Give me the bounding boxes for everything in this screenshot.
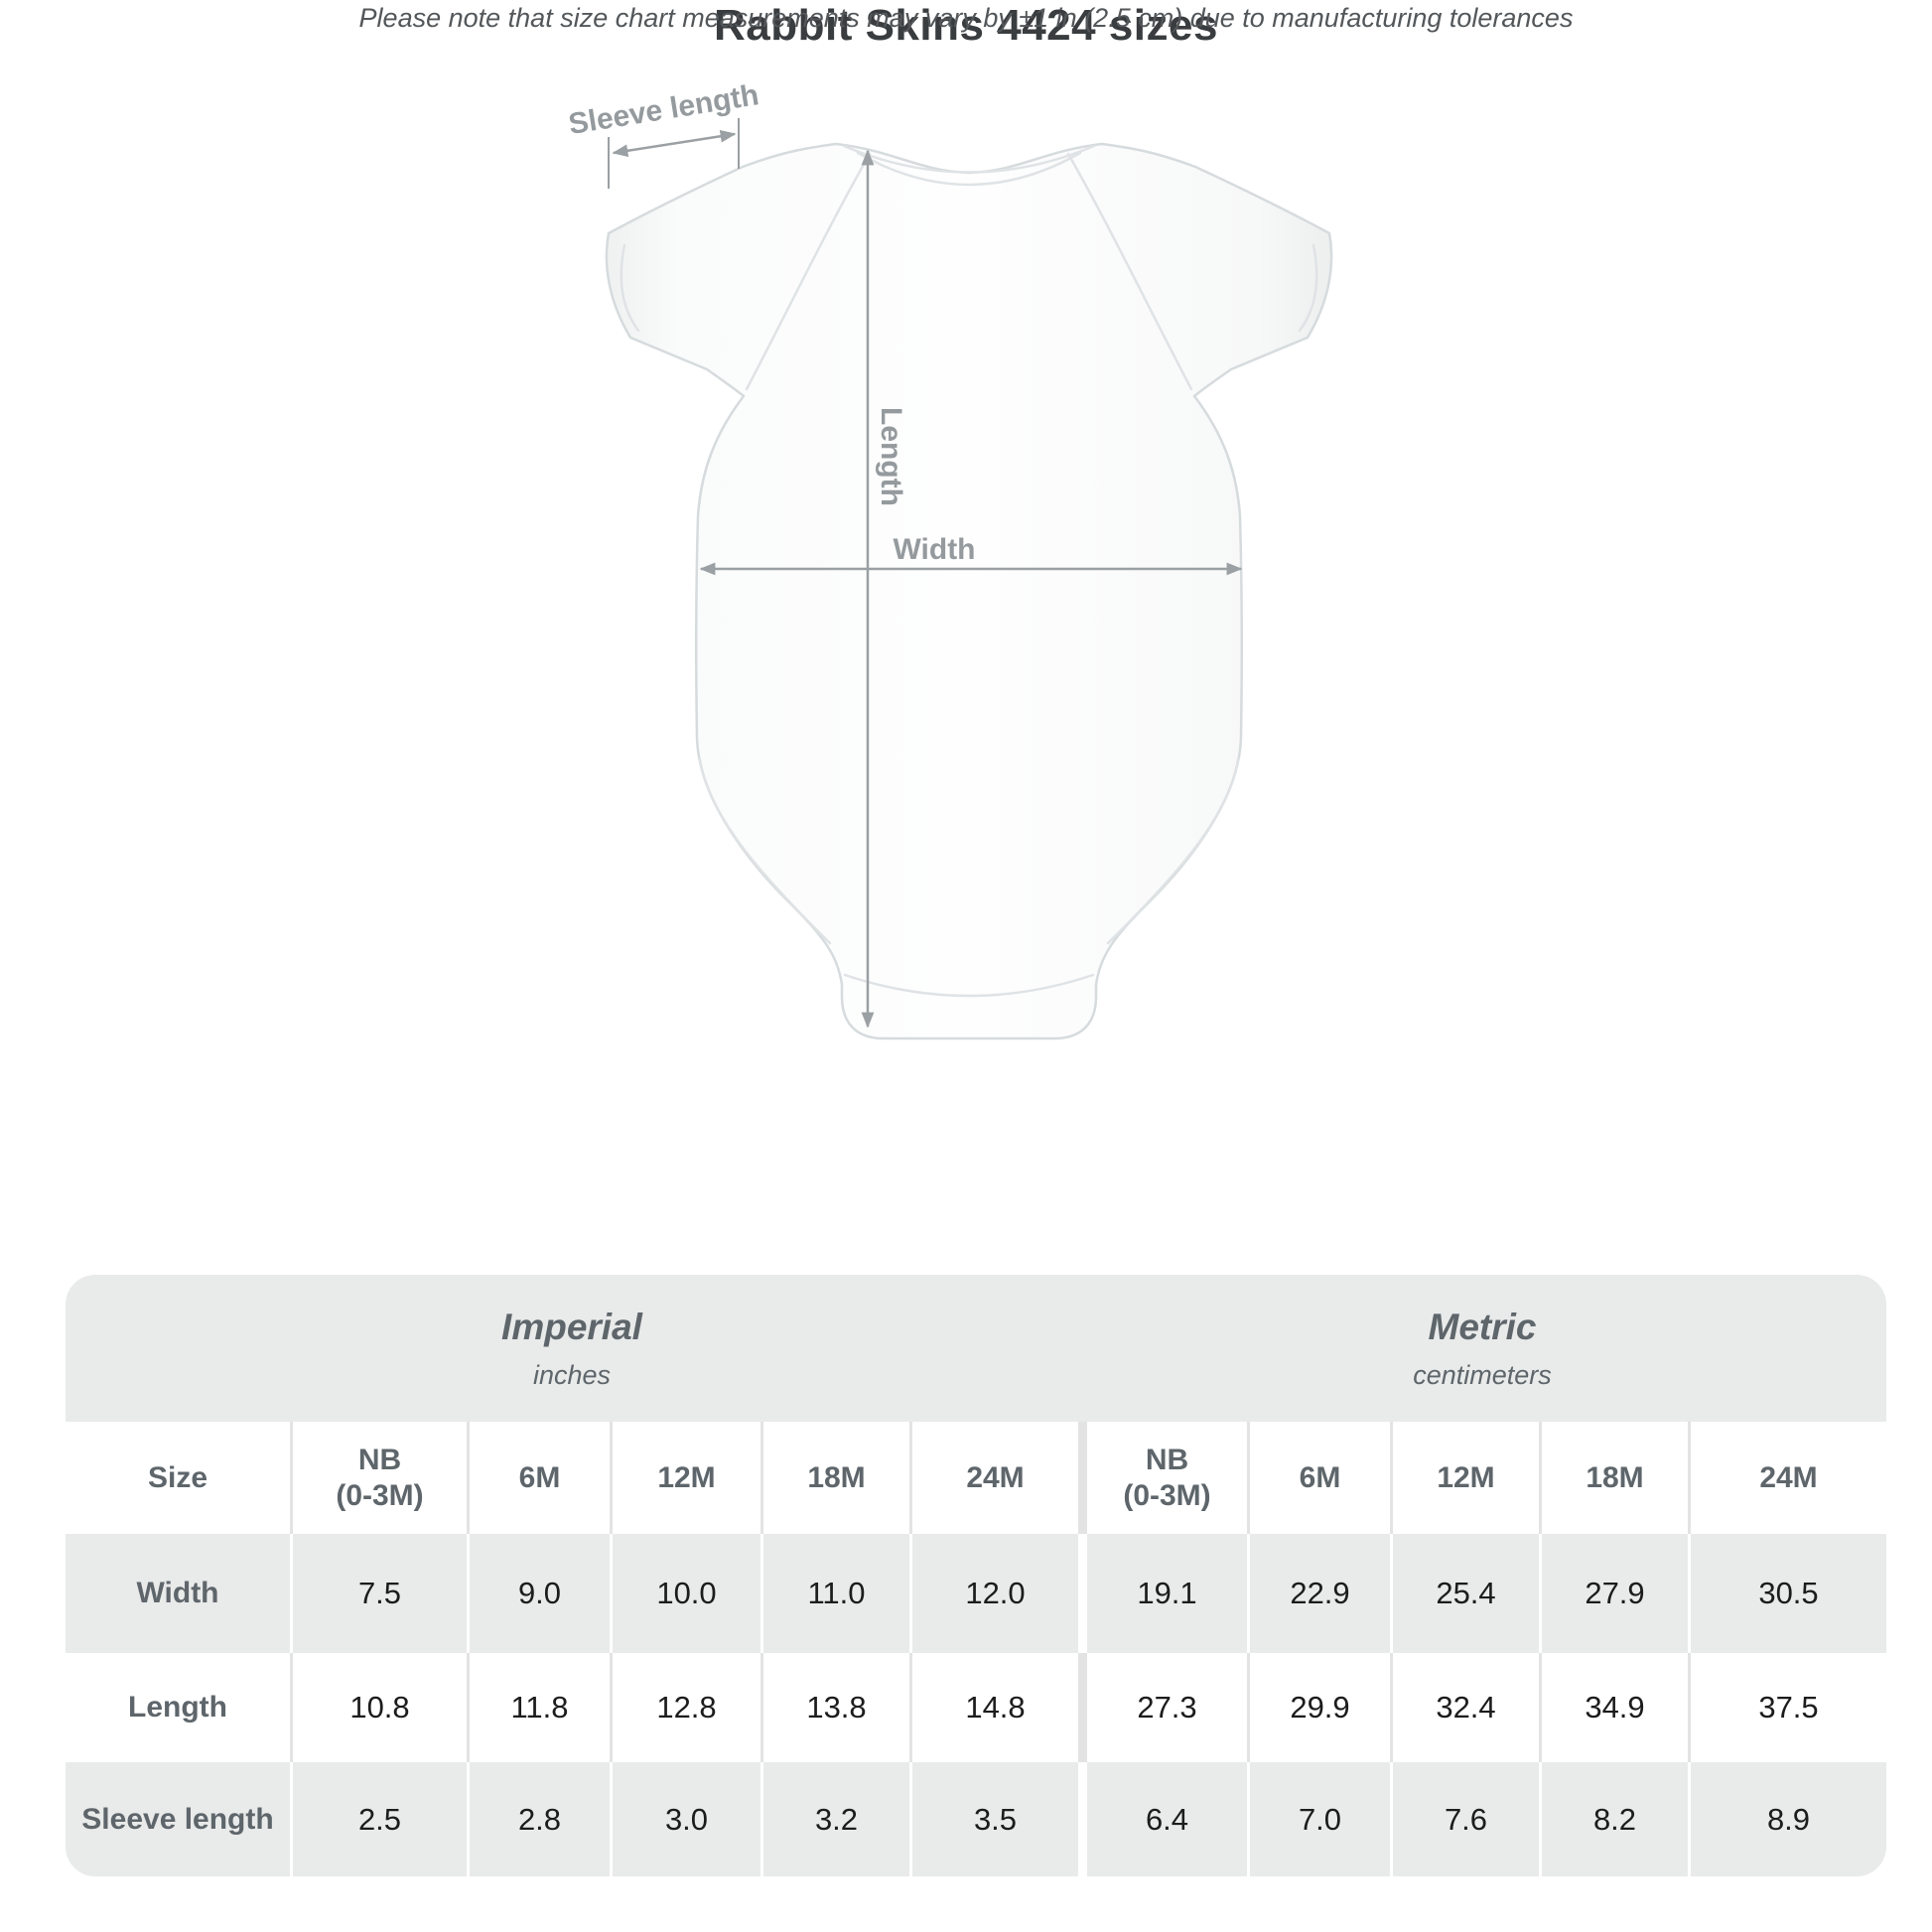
leg-binding-right <box>1106 758 1240 945</box>
value-cell: 14.8 <box>909 1653 1078 1762</box>
value-cell: 3.0 <box>610 1762 760 1876</box>
value-cell: 7.6 <box>1390 1762 1539 1876</box>
value-cell: 2.8 <box>467 1762 610 1876</box>
unit-group-unit: centimeters <box>1413 1359 1552 1390</box>
column-header-metric-24m: 24M <box>1688 1422 1886 1534</box>
value-cell: 8.9 <box>1688 1762 1886 1876</box>
value-cell: 27.9 <box>1539 1534 1688 1653</box>
page-title: Rabbit Skins 4424 sizes <box>714 1 1218 50</box>
value-cell: 8.2 <box>1539 1762 1688 1876</box>
unit-group-metric: Metric centimeters <box>1078 1275 1886 1422</box>
size-table: Imperial inches Metric centimeters Size … <box>66 1275 1886 1876</box>
lap-seam-left <box>745 152 872 391</box>
unit-group-imperial: Imperial inches <box>66 1275 1078 1422</box>
value-cell: 11.0 <box>760 1534 909 1653</box>
value-cell: 30.5 <box>1688 1534 1886 1653</box>
value-cell: 2.5 <box>290 1762 467 1876</box>
column-header-metric-18m: 18M <box>1539 1422 1688 1534</box>
value-cell: 27.3 <box>1078 1653 1247 1762</box>
column-header-imperial-18m: 18M <box>760 1422 909 1534</box>
row-label: Length <box>66 1653 290 1762</box>
flap-seam <box>843 973 1095 998</box>
sleeve-length-label: Sleeve length <box>566 78 760 141</box>
column-header-metric-nb: NB (0-3M) <box>1078 1422 1247 1534</box>
cuff-hem-right <box>1298 243 1318 333</box>
column-header-imperial-12m: 12M <box>610 1422 760 1534</box>
collar-outer-seam <box>842 144 1096 174</box>
length-label: Length <box>875 407 907 506</box>
row-label: Sleeve length <box>66 1762 290 1876</box>
lap-seam-right <box>1066 152 1193 391</box>
tolerance-note: Please note that size chart measurements… <box>358 3 1574 33</box>
collar-inner-seam <box>856 151 1082 187</box>
value-cell: 19.1 <box>1078 1534 1247 1653</box>
column-header-metric-12m: 12M <box>1390 1422 1539 1534</box>
onesie-seams <box>620 144 1318 998</box>
leg-binding-left <box>698 758 832 945</box>
value-cell: 7.0 <box>1247 1762 1390 1876</box>
value-cell: 25.4 <box>1390 1534 1539 1653</box>
value-cell: 13.8 <box>760 1653 909 1762</box>
column-header-imperial-24m: 24M <box>909 1422 1078 1534</box>
dimension-labels: Sleeve length Length Width <box>566 78 975 566</box>
value-cell: 32.4 <box>1390 1653 1539 1762</box>
column-header-metric-6m: 6M <box>1247 1422 1390 1534</box>
value-cell: 12.8 <box>610 1653 760 1762</box>
width-label: Width <box>893 533 975 566</box>
size-corner-label: Size <box>66 1422 290 1534</box>
onesie-body <box>605 142 1333 1040</box>
unit-group-label: Metric <box>1428 1306 1537 1347</box>
value-cell: 6.4 <box>1078 1762 1247 1876</box>
value-cell: 22.9 <box>1247 1534 1390 1653</box>
value-cell: 37.5 <box>1688 1653 1886 1762</box>
unit-group-unit: inches <box>532 1359 612 1390</box>
dimension-annotations <box>608 118 1243 1029</box>
unit-group-label: Imperial <box>501 1306 642 1347</box>
column-header-imperial-6m: 6M <box>467 1422 610 1534</box>
value-cell: 9.0 <box>467 1534 610 1653</box>
onesie-graphic <box>605 142 1333 1040</box>
value-cell: 10.8 <box>290 1653 467 1762</box>
column-header-imperial-nb: NB (0-3M) <box>290 1422 467 1534</box>
value-cell: 10.0 <box>610 1534 760 1653</box>
value-cell: 34.9 <box>1539 1653 1688 1762</box>
sleeve-length-dimension-arrow <box>608 118 740 189</box>
value-cell: 12.0 <box>909 1534 1078 1653</box>
onesie-figure: Sleeve length Length Width <box>566 78 1333 1040</box>
cuff-hem-left <box>620 243 640 333</box>
value-cell: 29.9 <box>1247 1653 1390 1762</box>
value-cell: 3.5 <box>909 1762 1078 1876</box>
row-label: Width <box>66 1534 290 1653</box>
value-cell: 7.5 <box>290 1534 467 1653</box>
value-cell: 11.8 <box>467 1653 610 1762</box>
value-cell: 3.2 <box>760 1762 909 1876</box>
